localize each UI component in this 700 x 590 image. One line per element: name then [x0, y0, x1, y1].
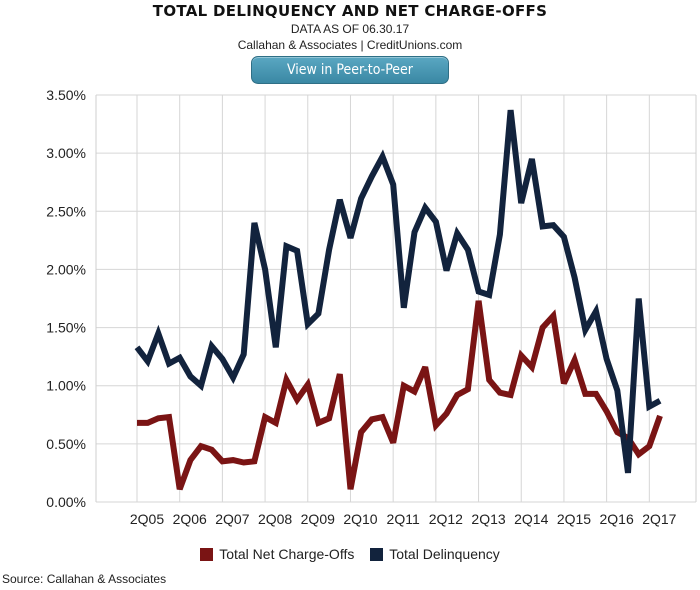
- y-tick-label: 0.50%: [46, 436, 86, 452]
- legend-item-net-charge-offs[interactable]: Total Net Charge-Offs: [200, 546, 354, 562]
- x-tick-label: 2Q10: [343, 511, 377, 527]
- x-tick-label: 2Q14: [514, 511, 548, 527]
- line-chart: 0.00% 0.50% 1.00% 1.50% 2.00% 2.50% 3.00% 3.50%…: [46, 87, 697, 527]
- x-tick-label: 2Q17: [642, 511, 676, 527]
- x-tick-label: 2Q07: [215, 511, 249, 527]
- net-charge-offs-line: [137, 300, 663, 491]
- x-tick-label: 2Q09: [301, 511, 335, 527]
- x-tick-label: 2Q06: [173, 511, 207, 527]
- data-date-subtitle: DATA AS OF 06.30.17: [290, 22, 410, 36]
- legend-label-total-delinquency: Total Delinquency: [389, 546, 500, 562]
- x-tick-label: 2Q05: [130, 511, 164, 527]
- x-tick-label: 2Q13: [471, 511, 505, 527]
- x-tick-label: 2Q11: [387, 511, 420, 527]
- x-tick-label: 2Q15: [557, 511, 591, 527]
- y-tick-label: 1.00%: [46, 378, 86, 394]
- y-tick-label: 1.50%: [46, 320, 86, 336]
- y-tick-label: 3.50%: [46, 87, 86, 103]
- legend-swatch-net-charge-offs: [200, 547, 214, 561]
- legend-swatch-total-delinquency: [370, 547, 384, 561]
- y-tick-label: 2.50%: [46, 203, 86, 219]
- view-in-peer-to-peer-button[interactable]: View in Peer-to-Peer: [251, 56, 449, 84]
- x-tick-label: 2Q12: [429, 511, 463, 527]
- source-subtitle: Callahan & Associates | CreditUnions.com: [237, 38, 463, 52]
- x-axis-ticks: 2Q05 2Q06 2Q07 2Q08 2Q09 2Q10 2Q11 2Q12 2Q13 2Q14…: [130, 511, 677, 527]
- y-tick-label: 2.00%: [46, 261, 86, 277]
- grid-lines: [95, 94, 697, 503]
- legend-item-total-delinquency[interactable]: Total Delinquency: [370, 546, 500, 562]
- y-tick-label: 0.00%: [46, 494, 86, 510]
- series-lines: [134, 109, 663, 491]
- total-delinquency-line: [134, 109, 662, 474]
- x-tick-label: 2Q16: [600, 511, 634, 527]
- source-note: Source: Callahan & Associates: [2, 572, 167, 586]
- x-tick-label: 2Q08: [258, 511, 292, 527]
- chart-title: TOTAL DELINQUENCY AND NET CHARGE-OFFS: [152, 2, 548, 20]
- legend-label-net-charge-offs: Total Net Charge-Offs: [219, 546, 355, 562]
- y-tick-label: 3.00%: [46, 145, 86, 161]
- y-axis-ticks: 0.00% 0.50% 1.00% 1.50% 2.00% 2.50% 3.00% 3.50%: [46, 87, 86, 510]
- chart-legend: Total Net Charge-Offs Total Delinquency: [0, 546, 700, 564]
